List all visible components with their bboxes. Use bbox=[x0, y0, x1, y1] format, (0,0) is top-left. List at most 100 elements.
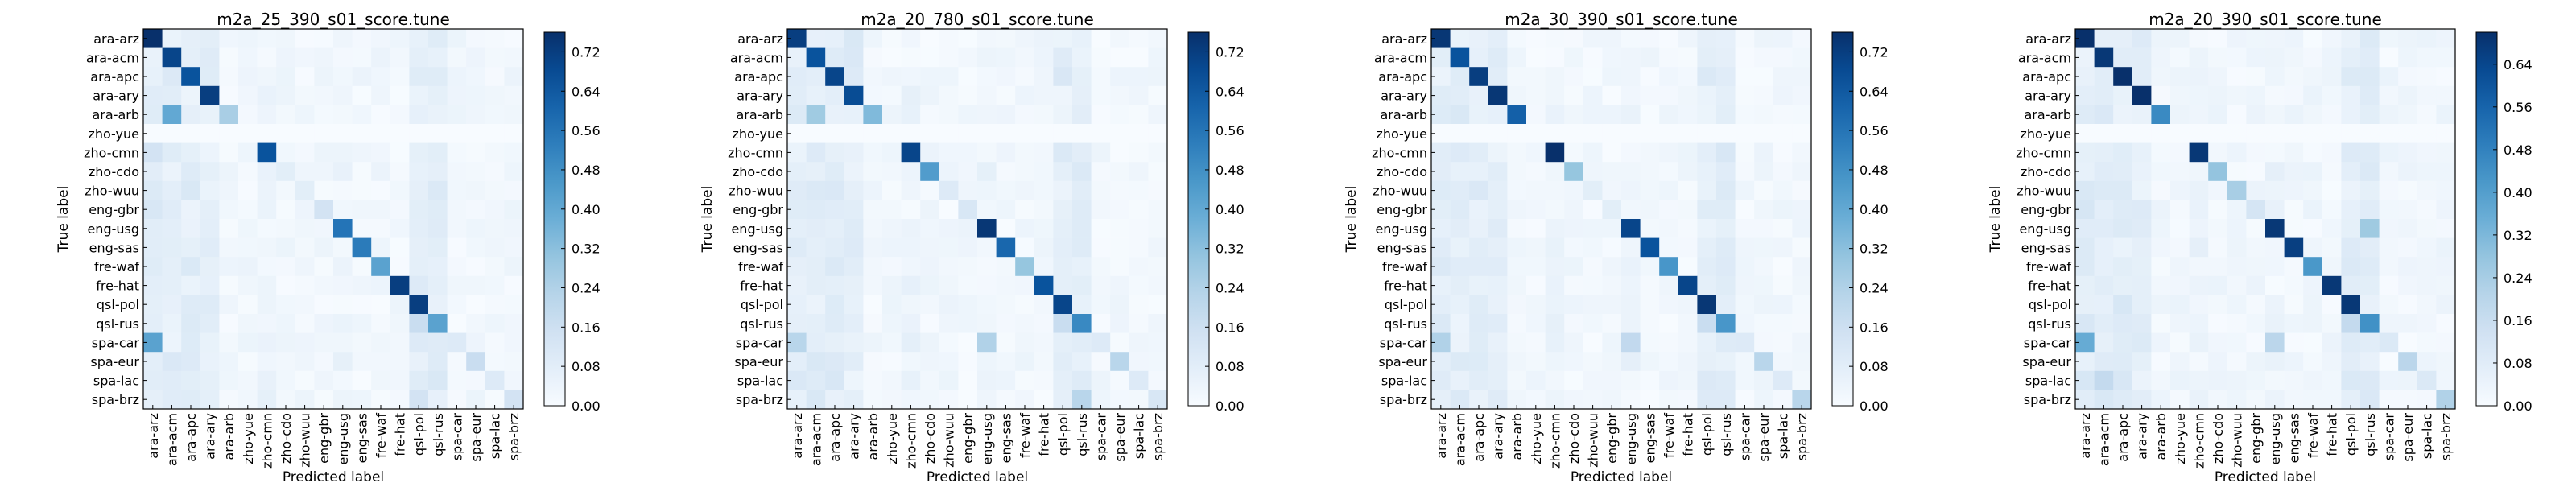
heatmap-cell bbox=[1015, 219, 1035, 238]
heatmap-cell bbox=[1148, 314, 1168, 333]
colorbar-tick-label: 0.40 bbox=[1860, 202, 1889, 217]
heatmap-cell bbox=[1110, 29, 1130, 48]
heatmap-cell bbox=[1450, 142, 1470, 163]
x-tick-label: ara-arb bbox=[221, 413, 237, 460]
heatmap-cell bbox=[1015, 142, 1035, 163]
heatmap-cell bbox=[2189, 257, 2209, 277]
heatmap-cell bbox=[825, 142, 845, 163]
heatmap-cell bbox=[485, 275, 505, 295]
x-tick-label: ara-ary bbox=[2135, 413, 2150, 460]
heatmap-cell bbox=[1110, 352, 1130, 372]
heatmap-cell bbox=[485, 162, 505, 182]
heatmap-cell bbox=[333, 295, 353, 315]
heatmap-cell bbox=[939, 85, 959, 105]
heatmap-cell bbox=[1754, 237, 1774, 258]
heatmap-cell bbox=[1754, 257, 1774, 277]
heatmap-cell bbox=[238, 124, 258, 143]
heatmap-cell bbox=[2170, 370, 2190, 390]
heatmap-cell bbox=[1735, 85, 1755, 105]
heatmap-cell bbox=[787, 67, 807, 87]
heatmap-cell bbox=[1526, 105, 1546, 125]
heatmap-cell bbox=[1735, 332, 1755, 353]
y-tick-label: spa-car bbox=[2024, 335, 2072, 350]
heatmap-cell bbox=[939, 352, 959, 372]
heatmap-cell bbox=[1148, 352, 1168, 372]
heatmap-cell bbox=[1754, 29, 1774, 48]
heatmap-cell bbox=[2170, 257, 2190, 277]
heatmap-cell bbox=[1773, 47, 1793, 68]
heatmap-cell bbox=[2398, 162, 2418, 182]
y-tick-label: eng-usg bbox=[87, 221, 139, 237]
heatmap-cell bbox=[2436, 295, 2456, 315]
heatmap-cell bbox=[314, 180, 334, 200]
heatmap-cell bbox=[2132, 180, 2152, 200]
heatmap-cell bbox=[2417, 390, 2437, 410]
y-tick-label: spa-brz bbox=[92, 392, 139, 407]
heatmap-cell bbox=[409, 390, 429, 410]
heatmap-cell bbox=[1469, 275, 1489, 295]
heatmap-cell bbox=[1735, 390, 1755, 410]
heatmap-cell bbox=[2227, 162, 2247, 182]
heatmap-cell bbox=[219, 47, 239, 68]
heatmap-cell bbox=[1091, 85, 1111, 105]
confusion-matrix-panel-4: m2a_20_390_s01_score.tuneara-arzara-acma… bbox=[1988, 10, 2533, 483]
heatmap-cell bbox=[958, 142, 978, 163]
heatmap-cell bbox=[409, 47, 429, 68]
heatmap-cell bbox=[1583, 124, 1603, 143]
y-tick-label: fre-waf bbox=[94, 259, 139, 275]
heatmap-cell bbox=[276, 219, 296, 238]
heatmap-cell bbox=[162, 180, 182, 200]
heatmap-cell bbox=[1640, 105, 1660, 125]
heatmap-cell bbox=[920, 275, 940, 295]
heatmap-cell bbox=[371, 295, 391, 315]
colorbar-tick-label: 0.00 bbox=[1216, 398, 1245, 414]
heatmap-cell bbox=[333, 105, 353, 125]
heatmap-cell bbox=[1640, 237, 1660, 258]
heatmap-cell bbox=[1053, 370, 1073, 390]
heatmap-cell bbox=[2151, 390, 2171, 410]
x-tick-label: zho-cmn bbox=[903, 413, 919, 469]
heatmap-cell bbox=[2379, 390, 2399, 410]
colorbar-tick-label: 0.08 bbox=[1860, 359, 1889, 374]
heatmap-cell bbox=[1148, 162, 1168, 182]
y-tick-label: qsl-rus bbox=[740, 316, 783, 332]
heatmap-cell bbox=[1148, 85, 1168, 105]
x-tick-label: zho-cdo bbox=[279, 413, 294, 464]
heatmap-cell bbox=[219, 237, 239, 258]
heatmap-cell bbox=[1526, 162, 1546, 182]
heatmap-cell bbox=[2246, 47, 2266, 68]
colorbar-tick-label: 0.56 bbox=[572, 123, 601, 138]
colorbar-tick-label: 0.32 bbox=[2504, 228, 2533, 243]
heatmap-cell bbox=[939, 314, 959, 333]
heatmap-cell bbox=[409, 85, 429, 105]
heatmap-cell bbox=[2132, 390, 2152, 410]
heatmap-cell bbox=[2398, 237, 2418, 258]
heatmap-cell bbox=[2379, 275, 2399, 295]
heatmap-cell bbox=[162, 332, 182, 353]
heatmap-cell bbox=[314, 29, 334, 48]
heatmap-cell bbox=[920, 219, 940, 238]
heatmap-cell bbox=[2189, 162, 2209, 182]
heatmap-cell bbox=[1507, 295, 1527, 315]
heatmap-cell bbox=[2075, 257, 2095, 277]
heatmap-cell bbox=[2246, 275, 2266, 295]
heatmap-cell bbox=[1754, 295, 1774, 315]
heatmap-cell bbox=[2132, 295, 2152, 315]
heatmap-cell bbox=[1602, 219, 1622, 238]
colorbar-tick-label: 0.72 bbox=[1860, 44, 1889, 60]
heatmap-cell bbox=[1091, 142, 1111, 163]
heatmap-cell bbox=[352, 85, 372, 105]
heatmap-cell bbox=[2379, 85, 2399, 105]
heatmap-cell bbox=[882, 370, 902, 390]
heatmap-cell bbox=[333, 124, 353, 143]
heatmap-cell bbox=[485, 219, 505, 238]
colorbar bbox=[2475, 31, 2498, 407]
heatmap-cell bbox=[1469, 314, 1489, 333]
heatmap-cell bbox=[787, 352, 807, 372]
heatmap-cell bbox=[333, 332, 353, 353]
heatmap-cell bbox=[143, 105, 163, 125]
heatmap-cell bbox=[2379, 314, 2399, 333]
heatmap-cell bbox=[2265, 219, 2285, 238]
heatmap-cell bbox=[920, 200, 940, 220]
heatmap-cell bbox=[1792, 162, 1812, 182]
